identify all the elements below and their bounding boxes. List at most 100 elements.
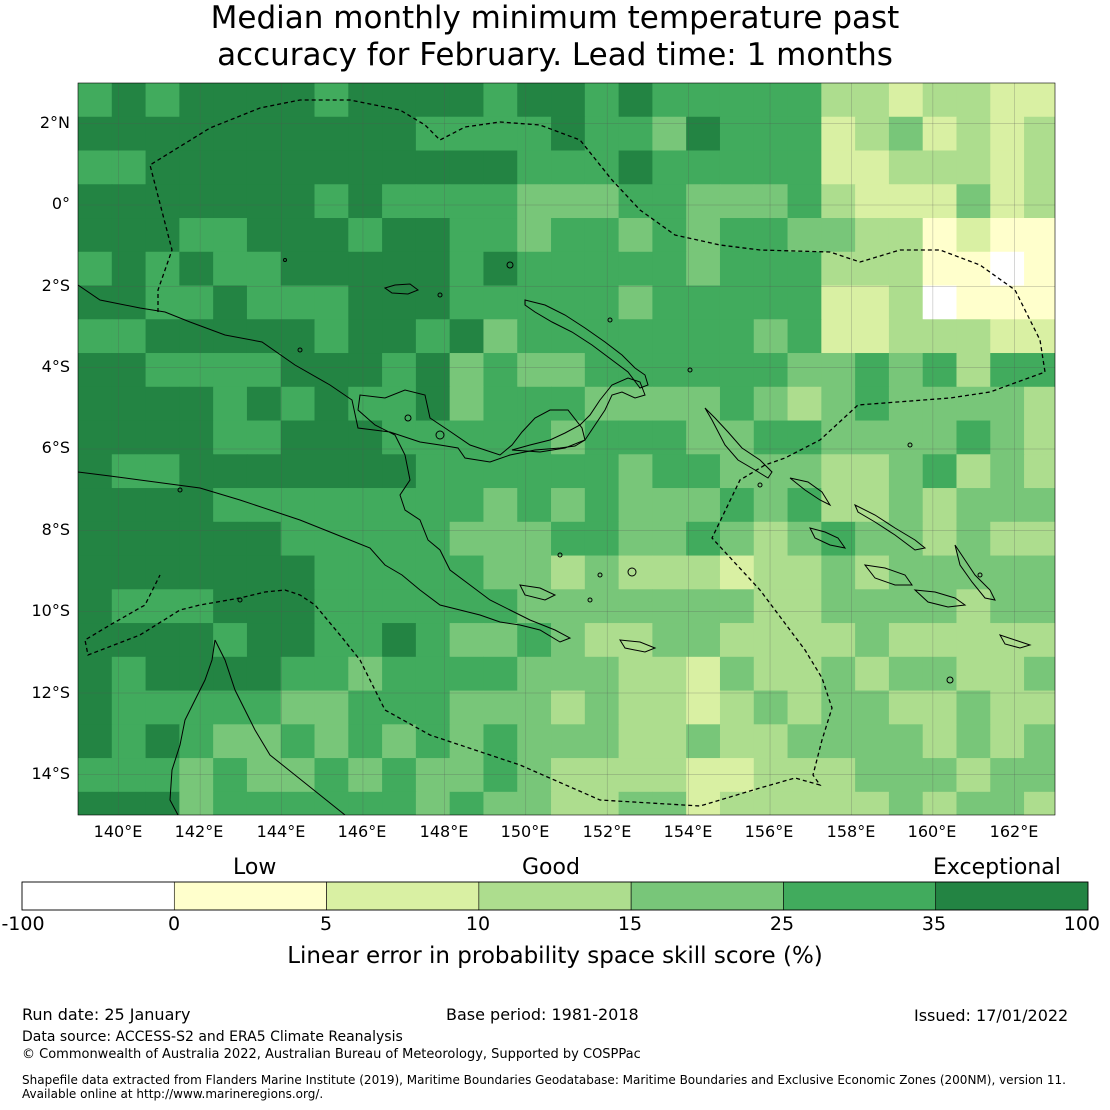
skill-cell — [753, 285, 789, 320]
skill-cell — [787, 116, 822, 152]
skill-cell — [213, 150, 248, 185]
skill-cell — [314, 218, 349, 253]
skill-cell — [1024, 521, 1055, 557]
skill-cell — [145, 488, 180, 523]
skill-cell — [753, 184, 789, 219]
skill-cell — [517, 184, 552, 219]
skill-cell — [314, 690, 349, 725]
skill-cell — [821, 724, 856, 759]
skill-cell — [415, 251, 451, 287]
skill-cell — [652, 353, 687, 388]
skill-cell — [652, 690, 687, 725]
colorbar-segment — [173, 881, 327, 911]
skill-cell — [145, 555, 180, 590]
skill-cell — [956, 83, 991, 118]
skill-cell — [78, 285, 113, 320]
x-tick-label: 148°E — [419, 822, 469, 841]
skill-cell — [314, 420, 349, 455]
skill-cell — [348, 454, 383, 489]
skill-cell — [990, 656, 1025, 692]
skill-cell — [111, 184, 147, 219]
skill-cell — [382, 116, 417, 152]
skill-cell — [280, 386, 316, 422]
skill-cell — [348, 521, 383, 557]
skill-cell — [551, 184, 586, 219]
skill-cell — [686, 656, 721, 692]
skill-cell — [922, 555, 957, 590]
skill-cell — [821, 184, 856, 219]
skill-cell — [990, 251, 1025, 287]
colorbar-tick: 5 — [319, 913, 333, 935]
skill-cell — [551, 589, 586, 624]
skill-cell — [483, 656, 518, 692]
skill-cell — [280, 724, 316, 759]
skill-cell — [787, 285, 822, 320]
skill-cell — [314, 251, 349, 287]
skill-cell — [990, 488, 1025, 523]
skill-cell — [449, 150, 484, 185]
skill-cell — [213, 184, 248, 219]
skill-cell — [179, 521, 214, 557]
skill-cell — [111, 218, 147, 253]
skill-cell — [382, 555, 417, 590]
skill-cell — [280, 791, 316, 815]
skill-cell — [78, 488, 113, 523]
skill-cell — [888, 184, 924, 219]
skill-cell — [314, 589, 349, 624]
skill-cell — [686, 83, 721, 118]
skill-cell — [415, 454, 451, 489]
skill-cell — [213, 623, 248, 658]
skill-cell — [246, 488, 282, 523]
skill-cell — [314, 623, 349, 658]
skill-cell — [246, 555, 282, 590]
skill-cell — [280, 319, 316, 354]
skill-cell — [348, 386, 383, 422]
skill-cell — [990, 386, 1025, 422]
skill-cell — [584, 555, 620, 590]
skill-cell — [584, 690, 620, 725]
skill-cell — [719, 116, 755, 152]
skill-cell — [855, 386, 890, 422]
skill-cell — [888, 285, 924, 320]
coastline-new-ireland — [524, 299, 649, 389]
skill-cell — [922, 420, 957, 455]
skill-cell — [1024, 116, 1055, 152]
skill-cell — [922, 521, 957, 557]
skill-cell — [78, 690, 113, 725]
skill-cell — [111, 420, 147, 455]
skill-cell — [213, 116, 248, 152]
skill-cell — [111, 623, 147, 658]
skill-cell — [246, 353, 282, 388]
x-tick-label: 160°E — [907, 822, 957, 841]
skill-cell — [551, 150, 586, 185]
skill-cell — [888, 150, 924, 185]
skill-cell — [855, 656, 890, 692]
data-source: Data source: ACCESS-S2 and ERA5 Climate … — [22, 1029, 403, 1045]
skill-cell — [1024, 150, 1055, 185]
skill-cell — [213, 690, 248, 725]
skill-cell — [584, 353, 620, 388]
skill-cell — [179, 83, 214, 118]
skill-cell — [246, 690, 282, 725]
skill-cell — [787, 184, 822, 219]
skill-cell — [145, 758, 180, 793]
skill-cell — [78, 218, 113, 253]
skill-cell — [145, 623, 180, 658]
skill-cell — [990, 218, 1025, 253]
skill-cell — [551, 116, 586, 152]
skill-cell — [246, 285, 282, 320]
skill-cell — [855, 116, 890, 152]
skill-cell — [719, 724, 755, 759]
skill-cell — [78, 724, 113, 759]
skill-cell — [551, 690, 586, 725]
x-tick-label: 142°E — [174, 822, 224, 841]
skill-cell — [922, 319, 957, 354]
colorbar-segment — [326, 881, 480, 911]
skill-cell — [145, 656, 180, 692]
skill-cell — [855, 83, 890, 118]
skill-cell — [280, 488, 316, 523]
skill-cell — [246, 251, 282, 287]
skill-cell — [415, 724, 451, 759]
skill-cell — [652, 184, 687, 219]
skill-cell — [855, 420, 890, 455]
